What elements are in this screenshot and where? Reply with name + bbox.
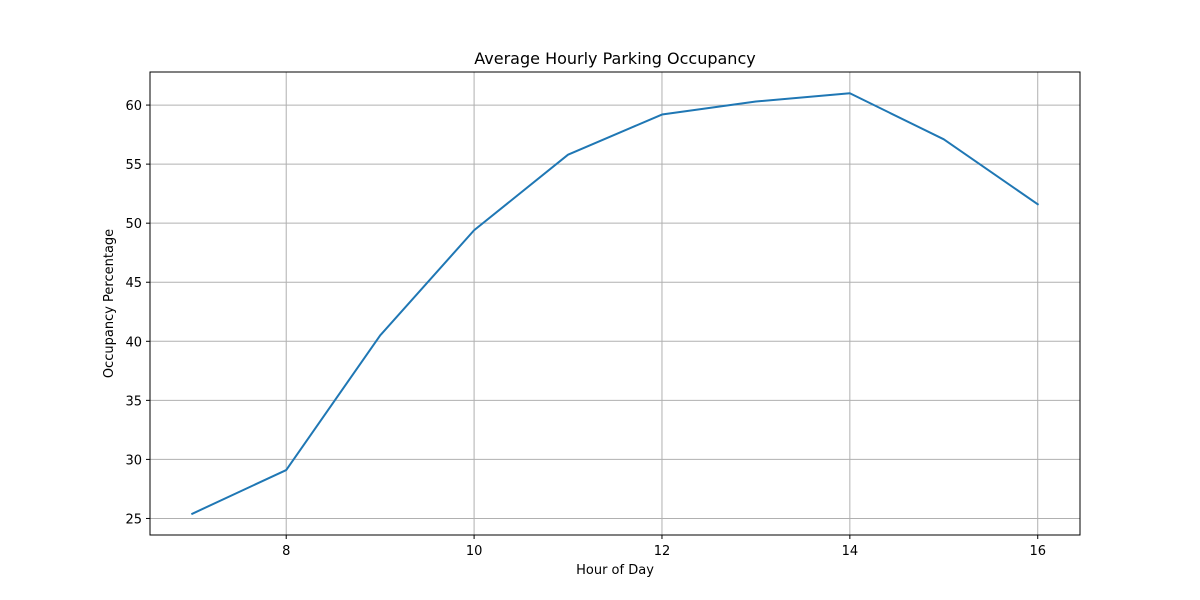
plot-frame xyxy=(149,71,1081,536)
x-tick-label: 8 xyxy=(282,544,290,559)
y-tick-label: 25 xyxy=(125,512,142,527)
x-tick-label: 12 xyxy=(654,544,671,559)
x-axis-label: Hour of Day xyxy=(576,563,654,578)
x-tick-label: 10 xyxy=(466,544,483,559)
chart-title: Average Hourly Parking Occupancy xyxy=(474,49,755,68)
series-line xyxy=(190,92,1040,516)
y-tick-label: 50 xyxy=(125,217,142,232)
y-tick-label: 30 xyxy=(125,453,142,468)
x-tick-label: 16 xyxy=(1029,544,1046,559)
grid-lines xyxy=(150,72,1080,535)
y-tick-label: 55 xyxy=(125,158,142,173)
series-layer xyxy=(190,92,1040,516)
y-tick-label: 60 xyxy=(125,99,142,114)
x-tick-label: 14 xyxy=(842,544,859,559)
y-tick-label: 45 xyxy=(125,276,142,291)
axis-ticks: 8 10 12 14 16 25 30 35 40 45 50 55 60 xyxy=(125,99,1046,559)
y-tick-label: 40 xyxy=(125,335,142,350)
y-axis-label: Occupancy Percentage xyxy=(102,229,117,378)
y-tick-label: 35 xyxy=(125,394,142,409)
